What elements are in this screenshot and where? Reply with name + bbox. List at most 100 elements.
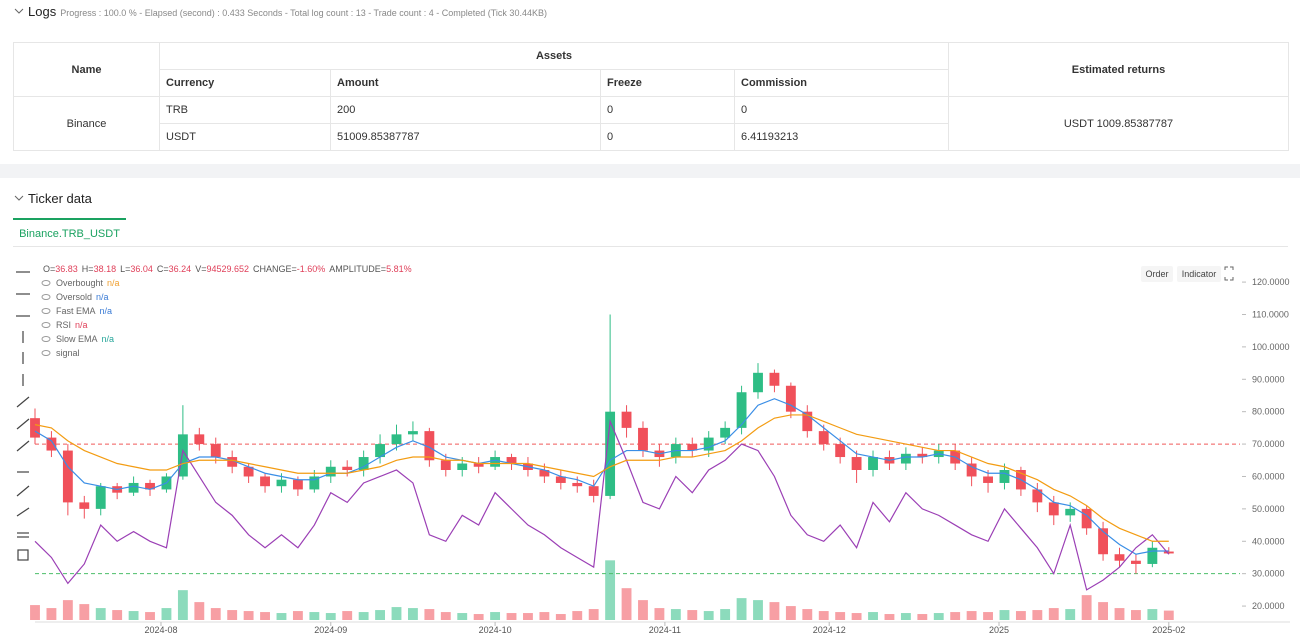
- candle-body: [736, 392, 747, 428]
- y-tick-label: 80.0000: [1252, 407, 1285, 417]
- volume-bar: [210, 608, 221, 620]
- candle-body: [605, 411, 616, 496]
- volume-bar: [572, 611, 583, 620]
- cell: Binance: [13, 96, 160, 151]
- candle-body: [473, 463, 484, 467]
- legend-name: Oversold: [56, 292, 92, 302]
- legend-entry: Overbought n/a: [56, 278, 120, 288]
- y-tick-label: 70.0000: [1252, 439, 1285, 449]
- volume-bar: [670, 609, 681, 620]
- eye-icon: [41, 294, 51, 300]
- logs-title: Logs: [28, 4, 57, 19]
- candle-body: [785, 385, 796, 412]
- info-value: 36.83: [55, 264, 78, 274]
- volume-bar: [1065, 609, 1076, 620]
- x-tick-label: 2024-11: [649, 625, 681, 635]
- volume-bar: [112, 610, 123, 620]
- legend-name: signal: [56, 348, 80, 358]
- volume-bar: [785, 606, 796, 620]
- volume-bar: [753, 600, 763, 620]
- x-tick-label: 2024-12: [813, 625, 846, 635]
- indicator-line: [34, 419, 1170, 591]
- candle-body: [1147, 547, 1158, 564]
- y-tick-label: 50.0000: [1252, 504, 1285, 514]
- x-tick-label: 2024-09: [314, 625, 347, 635]
- candle-body: [506, 457, 517, 464]
- ticker-header[interactable]: Ticker data: [14, 191, 92, 206]
- candle-body: [95, 486, 106, 509]
- legend-entry: Fast EMA n/a: [56, 306, 112, 316]
- candle-body: [917, 453, 928, 458]
- legend-status: n/a: [102, 334, 115, 344]
- volume-bar: [457, 613, 468, 620]
- volume-bar: [276, 613, 287, 620]
- legend-name: Fast EMA: [56, 306, 96, 316]
- logs-header[interactable]: Logs Progress : 100.0 % - Elapsed (secon…: [14, 4, 547, 19]
- candle-body: [802, 411, 813, 432]
- x-tick-label: 2024-10: [479, 625, 512, 635]
- chart-button-label[interactable]: Order: [1145, 269, 1168, 279]
- chevron: [14, 8, 24, 14]
- expand-icon[interactable]: [1224, 266, 1234, 281]
- volume-bar: [950, 612, 961, 620]
- info-value: 36.24: [169, 264, 192, 274]
- volume-bar: [933, 613, 944, 620]
- cell: 51009.85387787: [330, 123, 601, 151]
- volume-bar: [490, 612, 501, 620]
- legend-status: n/a: [107, 278, 120, 288]
- candle-body: [769, 372, 780, 386]
- volume-bar: [260, 612, 270, 620]
- eye-icon: [41, 350, 51, 356]
- volume-bar: [506, 613, 517, 620]
- y-tick-label: 110.0000: [1252, 309, 1289, 319]
- header-cell: Freeze: [600, 69, 735, 97]
- info-value: 94529.652: [206, 264, 249, 274]
- logs-status: Progress : 100.0 % - Elapsed (second) : …: [60, 8, 547, 18]
- volume-bar: [539, 612, 550, 620]
- x-tick-label: 2025-02: [1152, 625, 1185, 635]
- info-label: H=: [82, 264, 94, 274]
- volume-bar: [1048, 608, 1059, 620]
- chevron: [14, 195, 24, 201]
- volume-bar: [654, 608, 665, 620]
- info-value: -1.60%: [297, 264, 326, 274]
- candle-body: [292, 479, 303, 490]
- candle-body: [572, 482, 583, 487]
- volume-bar: [408, 608, 418, 620]
- candle-body: [342, 466, 353, 470]
- candle-body: [555, 476, 566, 483]
- chart-button[interactable]: [1141, 266, 1173, 282]
- candle-body: [227, 457, 238, 467]
- volume-bar: [621, 588, 632, 620]
- volume-bar: [1015, 611, 1026, 620]
- volume-bar: [95, 608, 106, 620]
- volume-bar: [161, 608, 172, 620]
- volume-bar: [145, 612, 155, 620]
- ticker-tab[interactable]: Binance.TRB_USDT: [13, 218, 126, 246]
- volume-bar: [687, 610, 698, 620]
- volume-bar: [884, 614, 895, 620]
- volume-bar: [868, 612, 878, 620]
- chart-button-label[interactable]: Indicator: [1182, 269, 1217, 279]
- candle-body: [1163, 551, 1174, 554]
- volume-bar: [900, 613, 911, 620]
- candle-body: [194, 434, 205, 445]
- eye-icon: [41, 322, 51, 328]
- candle-body: [408, 431, 418, 435]
- chart-button[interactable]: [1177, 266, 1221, 282]
- volume-bar: [769, 602, 780, 620]
- volume-bar: [818, 611, 829, 620]
- volume-bar: [703, 611, 714, 620]
- candle-body: [490, 457, 501, 467]
- eye-icon: [41, 308, 51, 314]
- volume-bar: [851, 613, 862, 620]
- x-tick-label: 2025: [989, 625, 1009, 635]
- legend-entry: Oversold n/a: [56, 292, 109, 302]
- legend-entry: signal: [56, 348, 80, 358]
- volume-bar: [46, 608, 57, 620]
- volume-bar: [424, 609, 435, 620]
- candle-body: [720, 427, 731, 438]
- y-tick-label: 100.0000: [1252, 342, 1290, 352]
- header-cell: Amount: [330, 69, 601, 97]
